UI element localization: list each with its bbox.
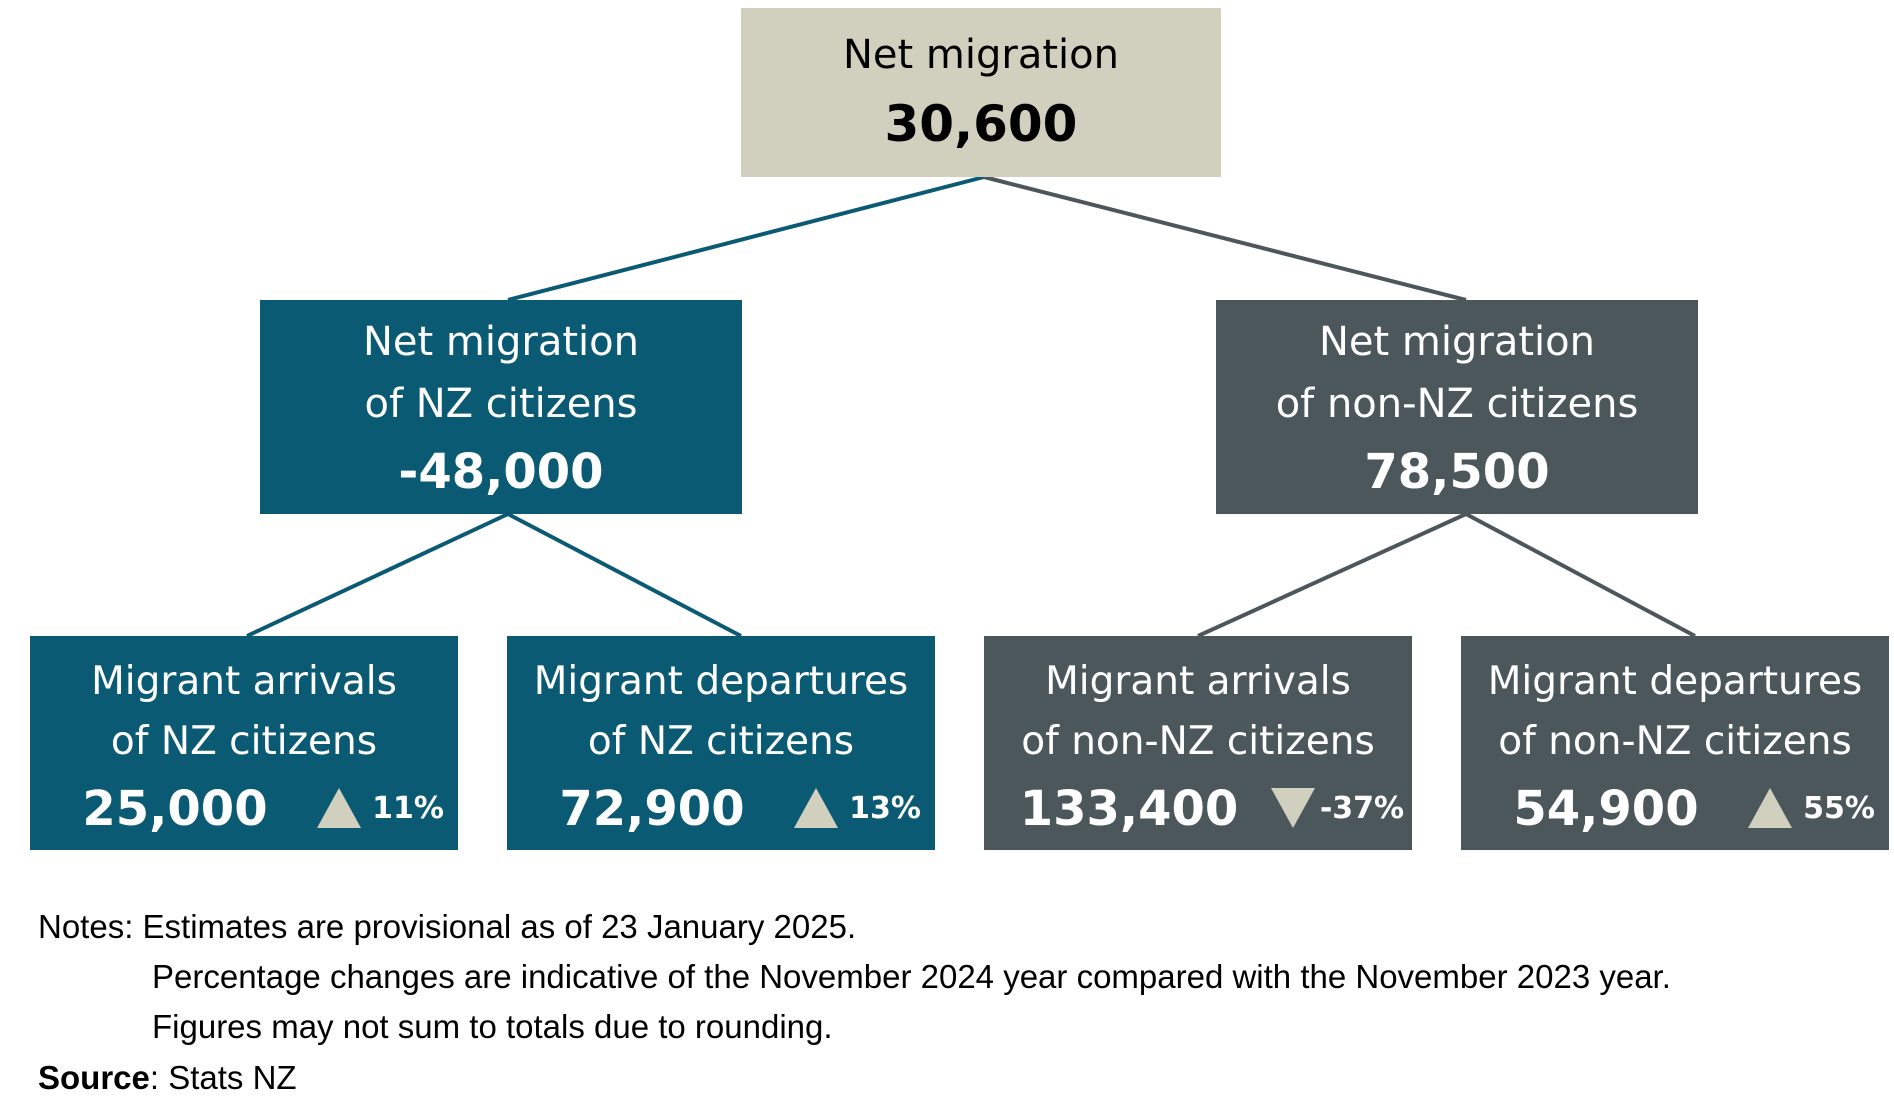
triangle-up-icon	[317, 788, 361, 828]
nz-departures-label-line1: Migrant departures	[533, 659, 909, 704]
nz-arrivals-change: 11%	[372, 791, 444, 826]
nz-arrivals-box: Migrant arrivals of NZ citizens 25,000 1…	[30, 636, 458, 850]
nz-departures-label-line2: of NZ citizens	[587, 719, 855, 764]
notes: Notes: Estimates are provisional as of 2…	[38, 902, 1671, 1052]
connector-top-to-non-nz	[983, 175, 1467, 302]
triangle-down-icon	[1271, 788, 1315, 828]
non-nz-arrivals-label-line1: Migrant arrivals	[1045, 659, 1351, 704]
nz-citizens-net-box: Net migration of NZ citizens -48,000	[260, 300, 742, 514]
connector-non-nz-to-departures	[1465, 512, 1696, 638]
notes-text-1: Estimates are provisional as of 23 Janua…	[142, 908, 857, 945]
non-nz-arrivals-value: 133,400	[1019, 781, 1239, 837]
non-nz-arrivals-label-line2: of non-NZ citizens	[1021, 719, 1375, 764]
net-migration-label: Net migration	[843, 31, 1119, 78]
non-nz-net-value: 78,500	[1364, 444, 1550, 500]
notes-line-1: Notes: Estimates are provisional as of 2…	[38, 902, 1671, 952]
notes-line-3: Figures may not sum to totals due to rou…	[152, 1008, 833, 1045]
triangle-up-icon	[1748, 788, 1792, 828]
non-nz-citizens-net-box: Net migration of non-NZ citizens 78,500	[1216, 300, 1698, 514]
non-nz-departures-change: 55%	[1803, 791, 1875, 826]
notes-line-2: Percentage changes are indicative of the…	[152, 958, 1671, 995]
connector-non-nz-to-arrivals	[1197, 512, 1467, 638]
notes-prefix: Notes:	[38, 908, 134, 945]
connector-nz-to-arrivals	[246, 512, 509, 638]
source: Source: Stats NZ	[38, 1053, 297, 1103]
non-nz-departures-label-line2: of non-NZ citizens	[1498, 719, 1852, 764]
nz-arrivals-value: 25,000	[82, 781, 268, 837]
nz-net-value: -48,000	[398, 444, 604, 500]
triangle-up-icon	[794, 788, 838, 828]
net-migration-box: Net migration 30,600	[741, 8, 1221, 177]
non-nz-net-label-line1: Net migration	[1319, 319, 1595, 365]
nz-departures-change: 13%	[849, 791, 921, 826]
non-nz-departures-value: 54,900	[1513, 781, 1699, 837]
connector-nz-to-departures	[507, 512, 742, 638]
net-migration-value: 30,600	[884, 94, 1078, 153]
source-label: Source	[38, 1059, 150, 1096]
non-nz-arrivals-box: Migrant arrivals of non-NZ citizens 133,…	[984, 636, 1412, 850]
connector-top-to-nz	[507, 175, 985, 302]
nz-departures-box: Migrant departures of NZ citizens 72,900…	[507, 636, 935, 850]
nz-arrivals-label-line1: Migrant arrivals	[91, 659, 397, 704]
nz-arrivals-label-line2: of NZ citizens	[110, 719, 378, 764]
source-value: : Stats NZ	[149, 1059, 297, 1096]
non-nz-departures-box: Migrant departures of non-NZ citizens 54…	[1461, 636, 1889, 850]
non-nz-departures-label-line1: Migrant departures	[1487, 659, 1863, 704]
nz-departures-value: 72,900	[559, 781, 745, 837]
nz-net-label-line1: Net migration	[363, 319, 639, 365]
non-nz-arrivals-change: -37%	[1319, 791, 1405, 826]
nz-net-label-line2: of NZ citizens	[364, 381, 638, 427]
non-nz-net-label-line2: of non-NZ citizens	[1275, 381, 1639, 427]
